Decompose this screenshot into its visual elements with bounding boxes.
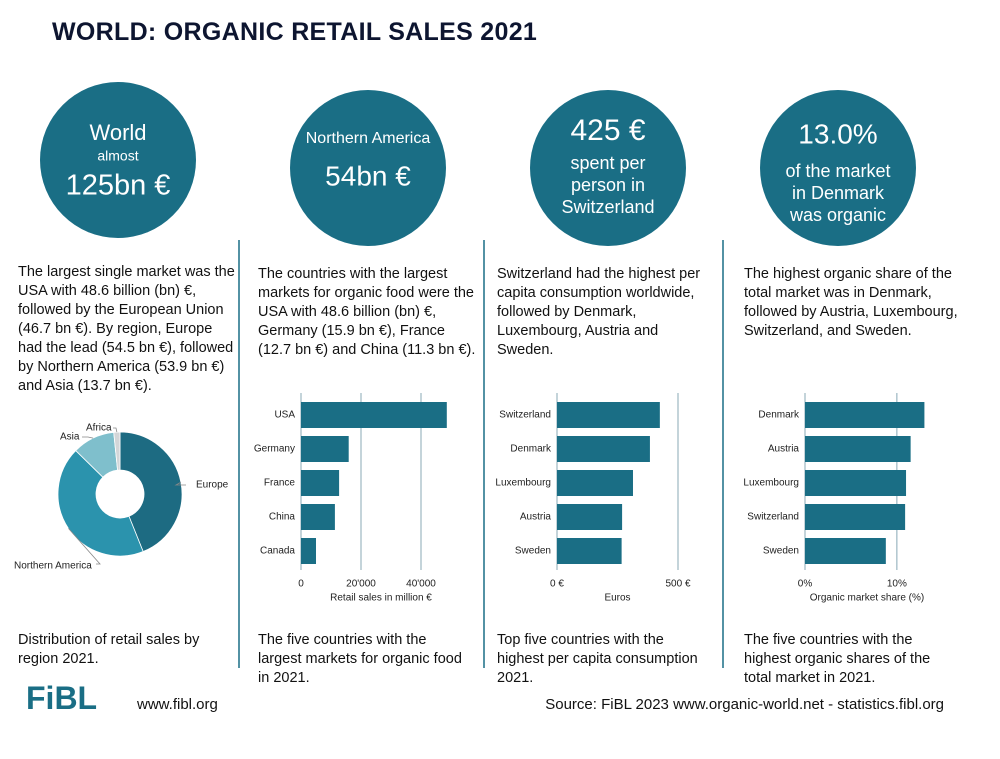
x-tick-label: 0 € [550, 579, 564, 590]
category-label: Canada [260, 546, 295, 557]
x-tick-label: 20'000 [346, 579, 376, 590]
category-label: Luxembourg [743, 478, 799, 489]
bar [805, 538, 886, 564]
bar [557, 504, 623, 530]
x-axis-label: Organic market share (%) [810, 593, 924, 604]
category-label: Germany [254, 444, 295, 455]
bar [805, 436, 911, 462]
circle-text: 54bn € [325, 160, 411, 191]
circle-text: of the market [785, 161, 890, 181]
circle-text: was organic [789, 205, 886, 225]
page-title: WORLD: ORGANIC RETAIL SALES 2021 [52, 18, 538, 46]
bar [557, 436, 650, 462]
highlight-circle [760, 90, 916, 246]
x-tick-label: 40'000 [406, 579, 436, 590]
x-tick-label: 500 € [665, 579, 690, 590]
category-label: Denmark [510, 444, 552, 455]
highlight-circle [290, 90, 446, 246]
leader-line [174, 481, 186, 486]
source: Source: FiBL 2023 www.organic-world.net … [545, 696, 944, 713]
x-tick-label: 0% [798, 579, 813, 590]
panel-text: The highest organic share of the total m… [744, 266, 958, 339]
leader-line [113, 427, 118, 433]
bar [805, 470, 907, 496]
panel-text: The countries with the largest markets f… [258, 266, 476, 358]
bar [557, 470, 633, 496]
caption: The five countries with the largest mark… [258, 632, 462, 686]
category-label: Switzerland [747, 512, 799, 523]
caption: The five countries with the highest orga… [744, 632, 931, 686]
circle-text: 425 € [570, 114, 645, 147]
circle-text: person in [571, 175, 645, 195]
circle-text: almost [97, 148, 138, 164]
bar [805, 504, 906, 530]
website: www.fibl.org [137, 696, 218, 713]
bar [301, 436, 349, 462]
circle-text: spent per [570, 153, 645, 173]
pie-label: Northern America [14, 561, 92, 572]
pie-label: Asia [60, 432, 80, 443]
leader-line [68, 528, 101, 565]
pie-label: Europe [196, 480, 229, 491]
x-tick-label: 0 [298, 579, 304, 590]
caption: Distribution of retail sales by region 2… [18, 632, 200, 667]
caption: Top five countries with the highest per … [497, 632, 698, 686]
leader-line [82, 436, 94, 439]
category-label: Luxembourg [495, 478, 551, 489]
highlight-circle [530, 90, 686, 246]
bar [805, 402, 925, 428]
category-label: Austria [520, 512, 552, 523]
panel-text: Switzerland had the highest per capita c… [497, 266, 701, 358]
x-axis-label: Euros [604, 593, 630, 604]
circle-text: 13.0% [798, 118, 877, 149]
category-label: USA [274, 410, 295, 421]
circle-text: Northern America [306, 130, 431, 147]
category-label: Sweden [515, 546, 551, 557]
circle-text: 125bn € [66, 170, 171, 202]
bar [557, 538, 622, 564]
panel-text: The largest single market was the USA wi… [18, 264, 235, 394]
bar [301, 470, 340, 496]
bar [301, 402, 447, 428]
logo: FiBL [26, 680, 98, 716]
x-tick-label: 10% [887, 579, 907, 590]
bar [301, 538, 316, 564]
circle-text: World [89, 120, 146, 145]
pie-label: Africa [86, 423, 112, 434]
highlight-circle [40, 82, 196, 238]
bar [557, 402, 660, 428]
category-label: Denmark [758, 410, 800, 421]
category-label: Austria [768, 444, 800, 455]
pie-slice [119, 431, 183, 553]
bar [301, 504, 335, 530]
pie-slice [57, 450, 144, 557]
x-axis-label: Retail sales in million € [330, 593, 432, 604]
circle-text: Switzerland [561, 197, 654, 217]
circle-text: in Denmark [792, 183, 885, 203]
category-label: France [264, 478, 296, 489]
category-label: China [269, 512, 296, 523]
category-label: Sweden [763, 546, 799, 557]
category-label: Switzerland [499, 410, 551, 421]
pie-slice [113, 431, 121, 471]
